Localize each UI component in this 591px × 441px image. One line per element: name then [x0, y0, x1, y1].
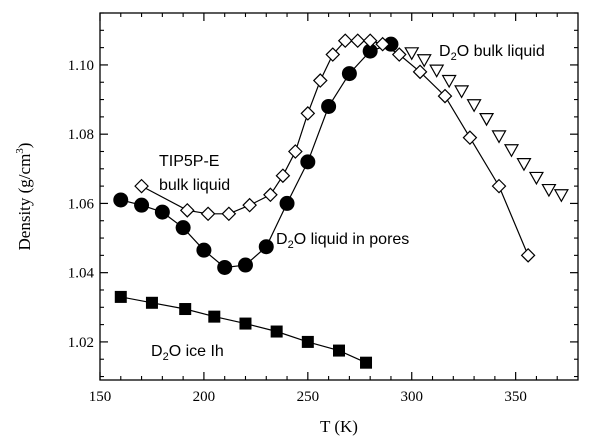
data-point-square	[208, 310, 221, 323]
annotation-d2o-pores-a: D	[276, 231, 288, 248]
data-point-circle	[196, 242, 212, 258]
annotation-tip5pe-line2: bulk liquid	[159, 177, 230, 194]
y-tick-label: 1.10	[68, 58, 94, 74]
data-point-square	[333, 344, 345, 357]
annotation-tip5pe-line1-text: TIP5P-E	[159, 153, 219, 170]
data-point-circle	[321, 98, 337, 114]
annotation-d2o-pores-sub: 2	[288, 239, 294, 251]
data-point-triangle	[503, 144, 520, 158]
data-point-circle	[217, 259, 233, 275]
annotation-d2o-liquid-in-pores: D2O liquid in pores	[276, 231, 409, 251]
data-point-diamond	[179, 203, 195, 218]
data-point-triangle	[541, 183, 557, 198]
data-point-triangle	[404, 47, 420, 61]
x-tick-label: 300	[400, 389, 423, 405]
data-point-triangle	[441, 74, 457, 89]
data-point-triangle	[454, 85, 470, 99]
annotation-d2o-ice-a: D	[151, 343, 163, 360]
annotation-d2o-bulk-liquid: D2O bulk liquid	[439, 43, 545, 63]
y-axis-title-close: )	[15, 143, 34, 149]
annotation-d2o-ice-sub: 2	[163, 351, 169, 363]
annotation-d2o-bulk-sub: 2	[451, 51, 457, 63]
x-tick-label: 200	[193, 389, 216, 405]
y-tick-label: 1.02	[68, 335, 94, 351]
data-point-circle	[113, 192, 129, 208]
plot-frame	[99, 12, 579, 381]
data-point-diamond	[350, 33, 366, 49]
data-point-diamond	[491, 178, 507, 194]
annotation-tip5pe-line2-text: bulk liquid	[159, 177, 230, 194]
data-point-diamond	[362, 33, 378, 49]
x-tick-label: 350	[504, 389, 527, 405]
annotation-d2o-bulk-a: D	[439, 43, 451, 60]
data-point-triangle	[466, 99, 482, 113]
data-point-diamond	[288, 144, 303, 159]
data-point-triangle	[479, 112, 495, 127]
x-axis-title: T (K)	[320, 417, 358, 436]
y-axis-title: Density (g/cm3)	[14, 143, 34, 251]
x-tick-labels: 150 200 250 300 350	[89, 389, 527, 405]
y-axis-title-main: Density (g/cm	[15, 154, 34, 251]
annotation-d2o-ice-b: O ice Ih	[169, 343, 224, 360]
data-point-square	[270, 325, 283, 338]
data-point-diamond	[300, 106, 316, 121]
data-point-square	[145, 296, 158, 309]
data-point-circle	[258, 239, 274, 255]
series-layer	[113, 33, 569, 369]
data-point-triangle	[528, 171, 544, 186]
data-point-square	[114, 290, 127, 303]
y-tick-label: 1.06	[68, 196, 95, 212]
data-point-diamond	[200, 206, 216, 222]
annotation-d2o-pores-b: O liquid in pores	[294, 231, 410, 248]
x-tick-label: 150	[89, 389, 112, 405]
annotation-d2o-ice-ih: D2O ice Ih	[151, 343, 224, 363]
series-diamond-open	[134, 33, 536, 263]
data-point-diamond	[221, 206, 237, 222]
data-point-diamond	[520, 248, 536, 263]
annotation-d2o-bulk-b: O bulk liquid	[457, 43, 545, 60]
y-axis-title-exponent: 3	[14, 148, 26, 154]
y-tick-label: 1.04	[68, 266, 95, 282]
data-point-diamond	[275, 168, 291, 184]
data-point-diamond	[391, 47, 407, 62]
data-point-triangle	[429, 64, 445, 78]
data-point-circle	[237, 257, 253, 273]
data-point-diamond	[412, 64, 428, 80]
data-point-diamond	[263, 187, 278, 203]
data-point-diamond	[325, 47, 341, 62]
data-point-triangle	[491, 130, 507, 144]
series-square-filled	[114, 290, 373, 369]
x-tick-label: 250	[297, 389, 320, 405]
data-point-circle	[134, 197, 150, 213]
data-point-diamond	[462, 130, 478, 145]
data-point-diamond	[312, 73, 328, 88]
annotation-tip5pe-line1: TIP5P-E	[159, 153, 219, 170]
series-line	[141, 40, 529, 256]
y-tick-label: 1.08	[68, 127, 94, 143]
data-point-diamond	[337, 33, 353, 49]
y-tick-labels: 1.02 1.04 1.06 1.08 1.10	[68, 58, 95, 351]
data-point-circle	[175, 220, 191, 236]
data-point-square	[179, 303, 192, 316]
axis-ticks	[99, 12, 578, 380]
data-point-square	[360, 356, 373, 369]
data-point-diamond	[242, 197, 257, 213]
data-point-triangle	[416, 54, 432, 68]
data-point-circle	[300, 154, 316, 170]
series-triangle-down-open	[404, 47, 569, 203]
series-circle-filled	[113, 36, 399, 275]
data-point-diamond	[375, 36, 390, 52]
data-point-circle	[362, 43, 378, 59]
data-point-diamond	[134, 178, 149, 194]
data-point-diamond	[437, 88, 453, 104]
data-point-circle	[279, 195, 295, 211]
data-point-circle	[341, 66, 357, 82]
data-point-square	[239, 317, 252, 330]
data-point-circle	[154, 204, 170, 220]
data-point-triangle	[516, 158, 532, 172]
data-point-square	[301, 335, 314, 348]
data-point-circle	[383, 36, 399, 52]
data-point-triangle	[553, 189, 569, 203]
